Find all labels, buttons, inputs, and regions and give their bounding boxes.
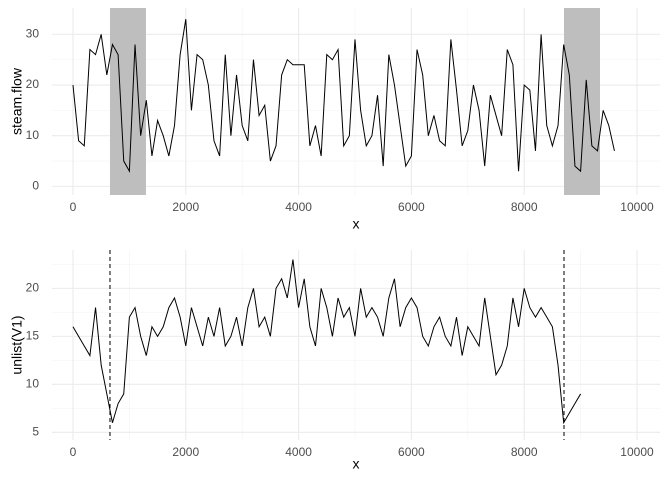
x-tick-label: 8000 [511,200,538,214]
shaded-region [564,8,600,195]
x-tick-label: 10000 [620,445,654,459]
x-tick-label: 0 [70,200,77,214]
y-tick-label: 5 [32,424,39,438]
x-axis-title: x [353,216,360,232]
x-tick-label: 2000 [172,445,199,459]
y-tick-label: 20 [26,281,40,295]
x-axis-title: x [353,456,360,472]
y-tick-label: 10 [26,377,40,391]
y-tick-label: 10 [26,128,40,142]
x-tick-label: 6000 [398,200,425,214]
data-line [72,259,582,425]
y-axis-title: steam.flow [9,67,25,135]
y-axis-title: unlist(V1) [9,315,25,374]
y-tick-label: 15 [26,329,40,343]
x-tick-label: 4000 [285,445,312,459]
x-tick-label: 2000 [172,200,199,214]
data-line [72,19,615,173]
x-tick-label: 10000 [620,200,654,214]
x-tick-label: 0 [70,445,77,459]
x-tick-label: 8000 [511,445,538,459]
y-tick-label: 20 [26,77,40,91]
x-tick-label: 4000 [285,200,312,214]
y-tick-label: 0 [32,179,39,193]
y-tick-label: 30 [26,27,40,41]
x-tick-label: 6000 [398,445,425,459]
shaded-region [109,8,146,195]
